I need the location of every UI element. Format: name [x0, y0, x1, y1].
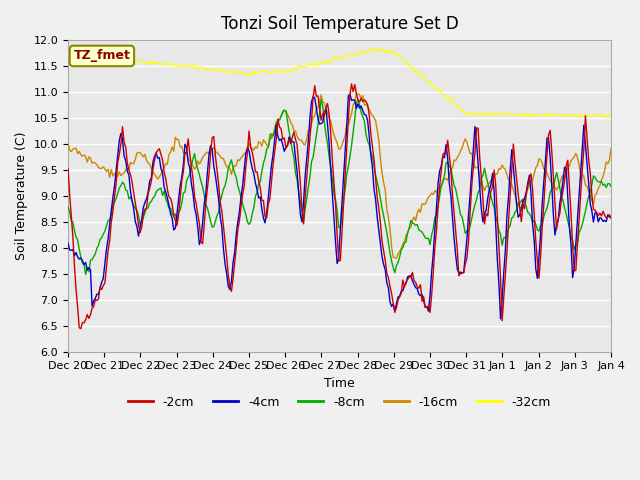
Title: Tonzi Soil Temperature Set D: Tonzi Soil Temperature Set D — [221, 15, 458, 33]
Text: TZ_fmet: TZ_fmet — [74, 49, 131, 62]
Legend: -2cm, -4cm, -8cm, -16cm, -32cm: -2cm, -4cm, -8cm, -16cm, -32cm — [123, 391, 556, 414]
X-axis label: Time: Time — [324, 377, 355, 390]
Y-axis label: Soil Temperature (C): Soil Temperature (C) — [15, 132, 28, 260]
